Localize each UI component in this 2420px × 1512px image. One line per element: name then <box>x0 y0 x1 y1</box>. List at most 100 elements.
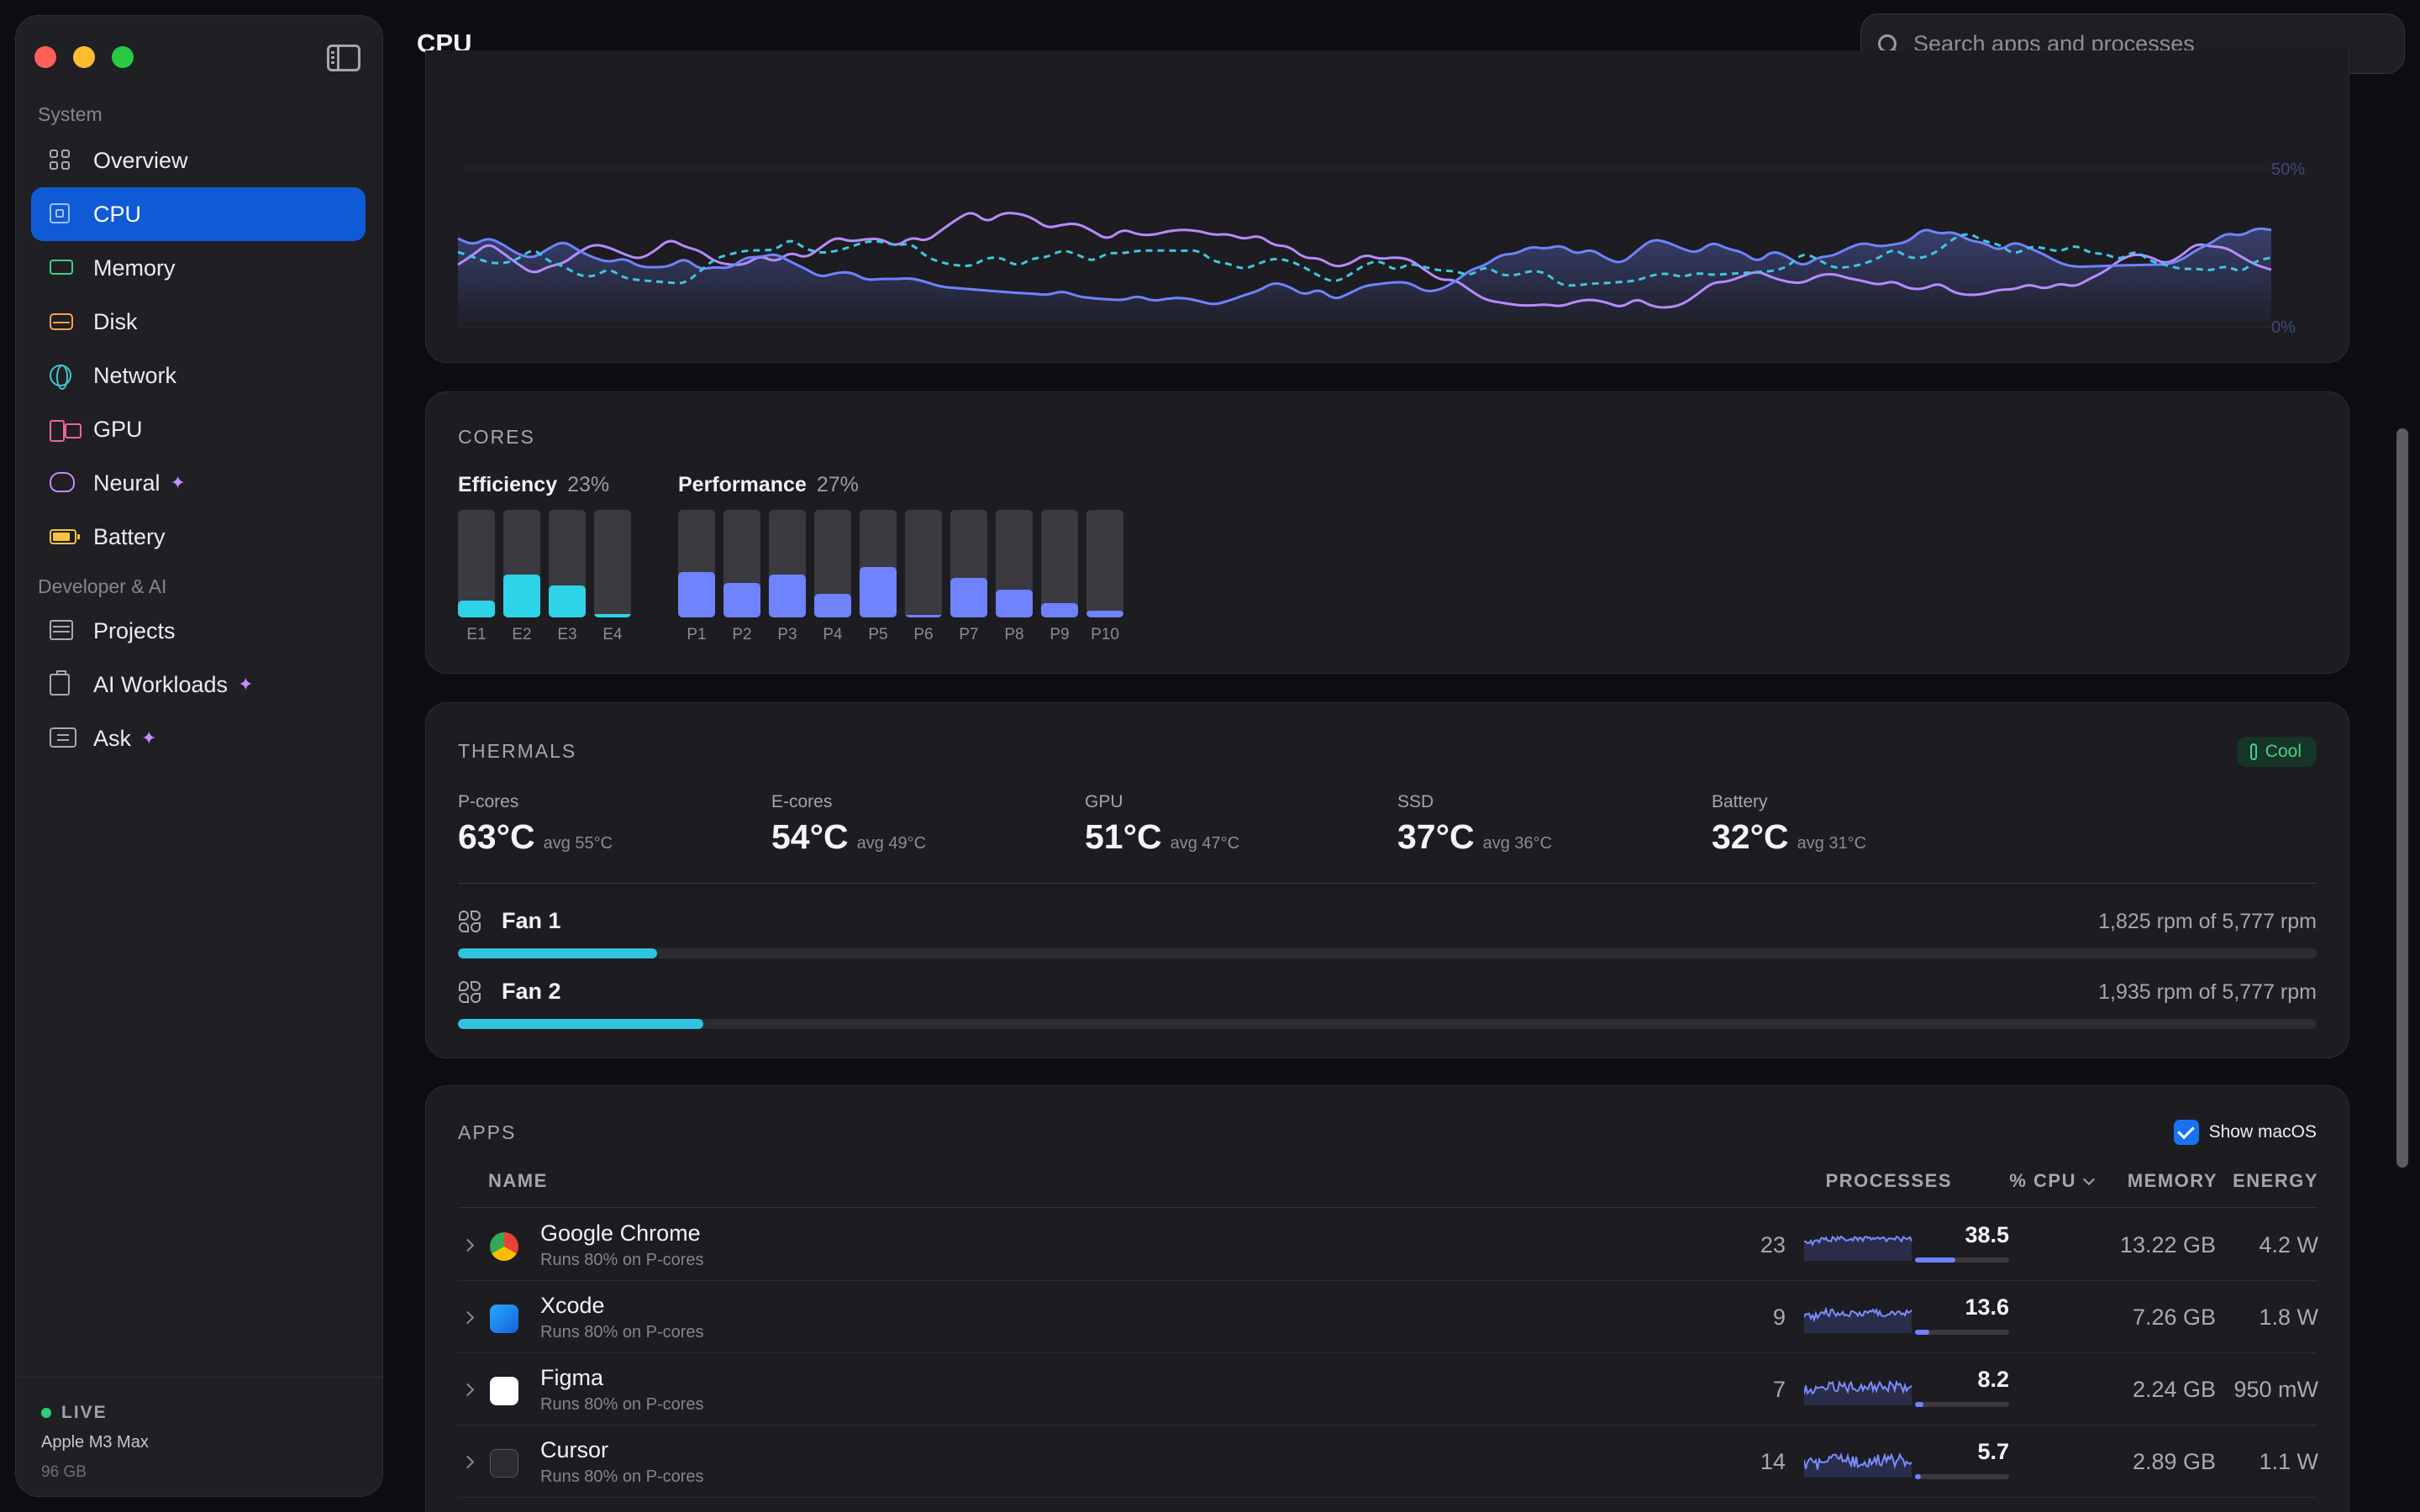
column-header-name[interactable]: NAME <box>488 1170 548 1191</box>
sidebar-item-overview[interactable]: Overview <box>31 134 366 187</box>
energy-usage: 1.1 W <box>2259 1449 2318 1474</box>
core-e4: E4 <box>594 510 631 644</box>
core-e2: E2 <box>503 510 540 644</box>
core-p3: P3 <box>769 510 806 644</box>
column-header-cpu[interactable]: % CPU <box>1854 1170 2096 1192</box>
table-row[interactable]: Cursor Runs 80% on P-cores 14 5.7 2.89 GB 1.1… <box>458 1425 2318 1498</box>
cpu-history-chart: 50% 0% <box>457 160 2305 337</box>
sidebar-item-memory[interactable]: Memory <box>31 241 366 295</box>
series-line-2 <box>457 227 2272 306</box>
thermals-title: THERMALS <box>458 740 577 762</box>
scrollbar-thumb[interactable] <box>2396 428 2408 1168</box>
sidebar-item-battery[interactable]: Battery <box>31 510 366 564</box>
expand-chevron-icon[interactable] <box>460 1383 475 1397</box>
core-load-bar <box>594 510 631 617</box>
sidebar-item-neural[interactable]: Neural ✦ <box>31 456 366 510</box>
core-label: P2 <box>732 626 752 643</box>
cores-card: CORES Efficiency 23% Performance 27% E1 E2 E… <box>425 391 2349 674</box>
sidebar: System Overview CPU Memory Disk Network … <box>15 15 383 1497</box>
core-label: P5 <box>868 626 888 643</box>
memory-icon <box>50 257 75 279</box>
series-line-3 <box>457 233 2272 287</box>
show-macos-checkbox[interactable] <box>2173 1120 2199 1145</box>
sidebar-item-cpu[interactable]: CPU <box>31 187 366 241</box>
sidebar-item-label: CPU <box>93 201 142 227</box>
core-label: P10 <box>1091 626 1119 643</box>
process-count: 23 <box>1760 1232 1786 1257</box>
expand-chevron-icon[interactable] <box>460 1310 475 1325</box>
cpu-usage-bar <box>1915 1402 2009 1407</box>
sidebar-item-label: Ask <box>93 725 132 751</box>
expand-chevron-icon[interactable] <box>460 1455 475 1469</box>
core-load-bar <box>723 510 760 617</box>
gpu-icon <box>50 418 82 442</box>
app-core-affinity: Runs 80% on P-cores <box>540 1467 704 1486</box>
core-label: P1 <box>687 626 707 643</box>
app-name: Xcode <box>540 1293 605 1318</box>
table-row[interactable]: Google Chrome Runs 80% on P-cores 23 38.5 13… <box>458 1209 2318 1281</box>
core-load-fill <box>594 614 631 617</box>
y-label-top: 50% <box>2271 160 2305 179</box>
core-label: E3 <box>557 626 577 643</box>
core-label: P4 <box>823 626 843 643</box>
column-header-processes[interactable]: PROCESSES <box>1825 1170 1952 1191</box>
sidebar-item-ai-workloads[interactable]: AI Workloads ✦ <box>31 658 366 711</box>
close-window-button[interactable] <box>34 46 56 68</box>
cpu-sparkline <box>1804 1452 1912 1478</box>
process-count: 14 <box>1760 1449 1786 1474</box>
sensor-ssd: SSD 37°C avg 36°C <box>1397 792 1553 856</box>
expand-chevron-icon[interactable] <box>460 1238 475 1252</box>
fan-icon <box>458 980 481 1004</box>
column-header-memory[interactable]: MEMORY <box>2127 1170 2217 1191</box>
core-label: E4 <box>602 626 623 643</box>
cpu-sparkline <box>1804 1379 1912 1405</box>
sidebar-toggle-icon[interactable] <box>327 45 360 71</box>
sidebar-item-label: Memory <box>93 255 176 281</box>
core-load-bar <box>1086 510 1123 617</box>
sidebar-item-network[interactable]: Network <box>31 349 366 402</box>
core-load-bar <box>769 510 806 617</box>
table-row[interactable]: Xcode Runs 80% on P-cores 9 13.6 7.26 GB 1.8 … <box>458 1281 2318 1353</box>
cpu-percent: 38.5 <box>1965 1222 2009 1247</box>
minimize-window-button[interactable] <box>73 46 95 68</box>
sidebar-item-ask[interactable]: Ask ✦ <box>31 711 366 765</box>
column-header-energy[interactable]: ENERGY <box>2233 1170 2318 1191</box>
sidebar-item-label: Disk <box>93 308 138 334</box>
memory-usage: 7.26 GB <box>2132 1305 2216 1330</box>
core-load-bar <box>814 510 851 617</box>
vertical-scrollbar[interactable] <box>2396 92 2408 1487</box>
core-p2: P2 <box>723 510 760 644</box>
sidebar-item-label: GPU <box>93 416 143 442</box>
performance-label: Performance 27% <box>678 473 859 496</box>
y-label-bottom: 0% <box>2271 318 2296 337</box>
core-load-bar <box>905 510 942 617</box>
show-macos-toggle[interactable]: Show macOS <box>2173 1120 2317 1145</box>
sidebar-item-label: Projects <box>93 617 176 643</box>
core-load-fill <box>723 583 760 617</box>
sensor-battery: Battery 32°C avg 31°C <box>1712 792 1867 856</box>
cpu-percent: 8.2 <box>1977 1367 2009 1392</box>
live-dot-icon <box>41 1408 51 1418</box>
table-row[interactable]: Figma Runs 80% on P-cores 7 8.2 2.24 GB 950 m… <box>458 1353 2318 1425</box>
sparkle-icon: ✦ <box>170 472 186 493</box>
core-load-fill <box>1041 603 1078 617</box>
chrome-icon <box>490 1232 518 1261</box>
fan-2: Fan 2 1,935 rpm of 5,777 rpm <box>458 979 2317 1029</box>
series-line-1 <box>457 212 2272 309</box>
chip-memory: 96 GB <box>41 1463 87 1481</box>
cpu-usage-bar <box>1915 1474 2009 1479</box>
fan-speed-bar <box>458 1019 2317 1029</box>
sidebar-item-disk[interactable]: Disk <box>31 295 366 349</box>
sidebar-item-projects[interactable]: Projects <box>31 604 366 658</box>
core-load-bar <box>950 510 987 617</box>
app-name: Figma <box>540 1365 604 1390</box>
core-load-fill <box>905 615 942 617</box>
core-load-fill <box>549 585 586 617</box>
sidebar-item-label: Overview <box>93 147 188 173</box>
zoom-window-button[interactable] <box>112 46 134 68</box>
sidebar-item-gpu[interactable]: GPU <box>31 402 366 456</box>
app-core-affinity: Runs 80% on P-cores <box>540 1323 704 1341</box>
cpu-usage-bar <box>1915 1330 2009 1335</box>
fan-1: Fan 1 1,825 rpm of 5,777 rpm <box>458 908 2317 958</box>
sensor-e-cores: E-cores 54°C avg 49°C <box>771 792 927 856</box>
